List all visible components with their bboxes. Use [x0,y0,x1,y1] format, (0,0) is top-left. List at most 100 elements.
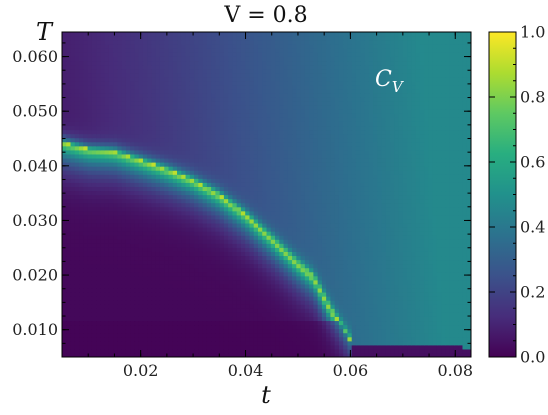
heatmap-cell [415,320,421,326]
heatmap-cell [321,324,327,330]
heatmap-cell [283,348,289,354]
heatmap-cell [113,170,118,175]
heatmap-cell [87,178,93,183]
heatmap-cell [185,316,191,322]
heatmap-cell [373,162,378,167]
heatmap-cell [266,145,272,151]
heatmap-cell [275,231,280,236]
heatmap-cell [151,324,157,330]
heatmap-cell [266,340,272,346]
heatmap-cell [155,255,161,261]
heatmap-cell [108,166,114,171]
heatmap-cell [108,332,114,338]
heatmap-cell [113,348,118,354]
heatmap-cell [466,279,471,285]
heatmap-cell [172,182,178,187]
heatmap-cell [223,218,229,224]
heatmap-cell [202,271,208,277]
heatmap-cell [317,235,323,240]
heatmap-cell [411,304,417,309]
heatmap-cell [91,251,97,257]
heatmap-cell [330,320,336,326]
heatmap-cell [283,247,289,252]
heatmap-cell [360,218,366,224]
heatmap-cell [83,296,89,301]
heatmap-cell [96,178,101,183]
heatmap-cell [458,283,464,289]
heatmap-cell [108,157,114,163]
heatmap-cell [219,255,225,261]
heatmap-cell [360,259,366,265]
heatmap-cell [343,231,349,236]
heatmap-cell [360,198,366,204]
heatmap-cell [168,170,174,175]
heatmap-cell [194,190,199,196]
heatmap-cell [113,336,118,342]
heatmap-cell [453,304,459,309]
heatmap-cell [309,157,314,163]
heatmap-cell [441,178,447,183]
heatmap-cell [411,210,417,216]
heatmap-cell [211,267,216,273]
heatmap-cell [411,332,417,338]
heatmap-cell [185,231,191,236]
heatmap-cell [228,251,234,257]
heatmap-cell [138,218,144,224]
heatmap-cell [202,182,208,187]
heatmap-cell [364,304,370,309]
heatmap-cell [236,271,242,277]
heatmap-cell [257,247,263,252]
heatmap-cell [168,190,174,196]
heatmap-cell [466,231,471,236]
heatmap-cell [432,259,438,265]
heatmap-cell [104,320,110,326]
heatmap-cell [240,231,246,236]
heatmap-cell [117,271,123,277]
heatmap-cell [211,166,216,171]
heatmap-cell [189,235,195,240]
heatmap-cell [398,296,404,301]
heatmap-cell [449,316,455,322]
heatmap-cell [351,263,357,269]
heatmap-cell [245,344,251,350]
heatmap-cell [185,182,191,187]
heatmap-cell [330,316,336,322]
heatmap-cell [266,292,272,297]
heatmap-cell [74,227,80,232]
heatmap-cell [70,170,76,175]
heatmap-cell [458,308,464,313]
heatmap-cell [232,316,238,322]
heatmap-cell [266,287,272,293]
heatmap-cell [138,157,144,163]
heatmap-cell [436,174,442,179]
heatmap-cell [194,247,199,252]
heatmap-cell [211,324,216,330]
heatmap-cell [445,279,451,285]
heatmap-cell [206,182,212,187]
heatmap-cell [198,202,204,208]
heatmap-cell [159,255,165,261]
heatmap-cell [117,218,123,224]
heatmap-cell [385,166,391,171]
heatmap-cell [373,259,378,265]
heatmap-cell [138,271,144,277]
heatmap-cell [240,320,246,326]
heatmap-cell [240,186,246,192]
heatmap-cell [202,328,208,334]
heatmap-cell [441,198,447,204]
heatmap-cell [138,275,144,281]
heatmap-cell [283,283,289,289]
heatmap-cell [189,324,195,330]
heatmap-cell [355,178,361,183]
heatmap-cell [326,336,332,342]
heatmap-cell [275,190,280,196]
heatmap-cell [125,287,131,293]
heatmap-cell [313,239,319,244]
heatmap-cell [402,287,408,293]
heatmap-cell [138,340,144,346]
heatmap-cell [62,336,67,342]
heatmap-cell [287,279,293,285]
heatmap-cell [189,352,195,357]
heatmap-cell [66,186,72,192]
heatmap-cell [164,194,170,200]
